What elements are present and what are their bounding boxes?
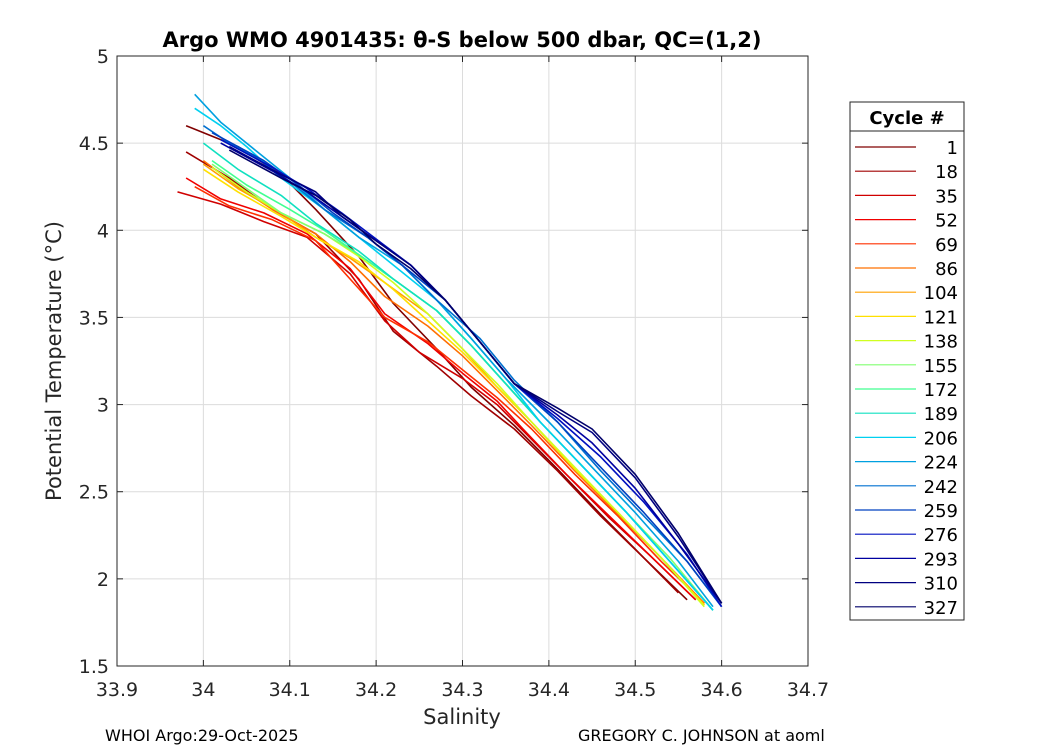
x-tick-label: 34.7 [787,679,829,701]
legend-label: 18 [935,162,958,183]
chart-title: Argo WMO 4901435: θ-S below 500 dbar, QC… [163,28,762,52]
legend-label: 327 [924,598,958,619]
legend-label: 259 [924,501,958,522]
axis-ticks: 33.9 34 34.1 34.2 34.3 34.4 34.5 34.6 34.71.522.… [79,46,829,701]
legend-label: 1 [947,138,958,159]
y-tick-label: 3.5 [79,307,109,329]
series-lines [177,93,723,611]
x-tick-label: 34.1 [269,679,311,701]
x-axis-label: Salinity [423,705,501,729]
x-tick-label: 33.9 [96,679,138,701]
legend-label: 121 [924,307,958,328]
y-tick-label: 2.5 [79,482,109,504]
legend-label: 224 [924,453,958,474]
legend-label: 104 [924,283,958,304]
legend-label: 310 [924,574,958,595]
legend-label: 189 [924,404,958,425]
x-tick-label: 34.5 [614,679,656,701]
x-tick-label: 34.4 [528,679,570,701]
footer-left: WHOI Argo:29-Oct-2025 [105,726,299,745]
series-line-cycle-86 [202,159,705,604]
x-tick-label: 34.3 [441,679,483,701]
grid-lines [117,56,808,666]
legend-title: Cycle # [869,108,944,129]
legend-label: 35 [935,186,958,207]
y-tick-label: 4.5 [79,133,109,155]
legend-label: 52 [935,211,958,232]
legend-label: 69 [935,235,958,256]
series-line-cycle-69 [194,186,705,604]
legend-label: 276 [924,525,958,546]
legend-label: 242 [924,477,958,498]
legend-entries: 1 18 35 52 69 86 104 121 138 155 172 189 206 224 242 25… [855,138,958,619]
series-line-cycle-327 [228,149,723,604]
legend: Cycle # 1 18 35 52 69 86 104 121 138 155 172 189 206… [849,101,965,621]
y-tick-label: 1.5 [79,656,109,678]
x-tick-label: 34.6 [700,679,742,701]
y-axis-label: Potential Temperature (°C) [42,221,66,501]
legend-label: 86 [935,259,958,280]
y-tick-label: 2 [97,569,109,591]
legend-label: 172 [924,380,958,401]
legend-label: 293 [924,549,958,570]
legend-label: 138 [924,332,958,353]
x-tick-label: 34 [191,679,215,701]
series-line-cycle-52 [185,177,697,601]
y-tick-label: 4 [97,220,109,242]
footer-right: GREGORY C. JOHNSON at aoml [578,726,825,745]
y-tick-label: 5 [97,46,109,68]
legend-label: 155 [924,356,958,377]
y-tick-label: 3 [97,395,109,417]
x-tick-label: 34.2 [355,679,397,701]
legend-label: 206 [924,428,958,449]
series-line-cycle-35 [177,191,697,601]
